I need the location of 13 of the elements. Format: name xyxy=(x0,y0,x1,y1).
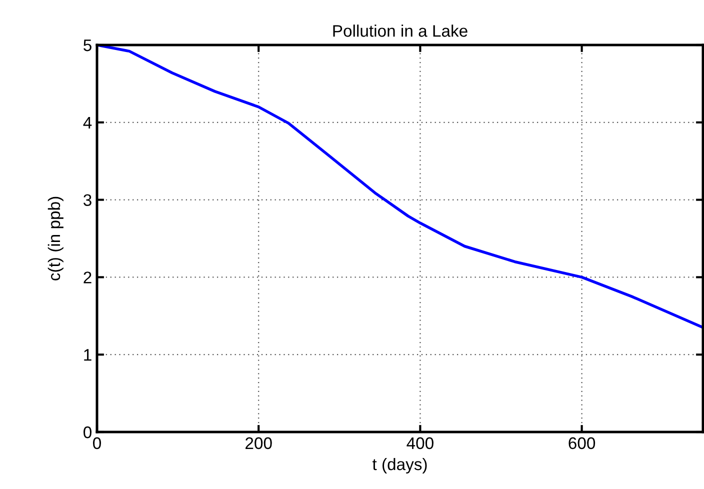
y-axis-title: c(t) (in ppb) xyxy=(48,196,64,280)
x-tick-label: 400 xyxy=(406,437,434,450)
y-tick-label: 2 xyxy=(84,272,92,284)
y-tick-label: 1 xyxy=(84,349,92,361)
y-tick-label: 0 xyxy=(84,426,92,438)
chart-title: Pollution in a Lake xyxy=(333,24,468,37)
y-tick-label: 4 xyxy=(83,116,92,128)
x-axis-title: t (days) xyxy=(372,458,427,474)
y-tick-label: 5 xyxy=(84,40,92,52)
x-tick-label: 600 xyxy=(568,437,596,450)
y-tick-label: 3 xyxy=(84,194,92,206)
x-tick-label: 200 xyxy=(246,437,272,450)
x-tick-label: 0 xyxy=(93,437,101,450)
